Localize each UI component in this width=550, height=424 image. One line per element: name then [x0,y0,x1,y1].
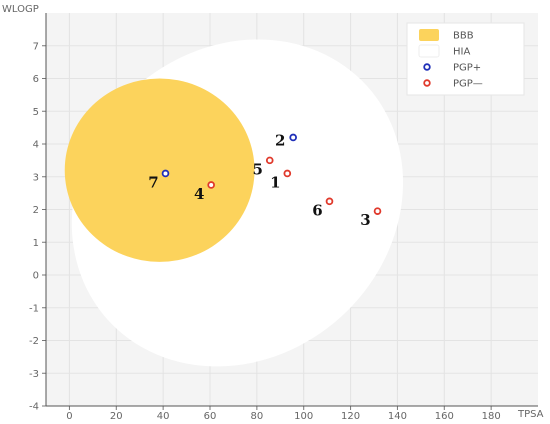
legend-label: PGP+ [453,63,481,74]
y-tick-label: 4 [33,140,39,151]
y-tick-label: -2 [29,336,39,347]
x-tick-label: 120 [341,411,360,422]
point-label: 4 [194,185,204,203]
x-tick-label: 80 [250,411,263,422]
point-marker [161,169,170,178]
y-tick-label: -1 [29,303,39,314]
regions-layer [64,39,404,367]
point-marker [283,169,292,178]
y-tick-label: 2 [33,205,39,216]
x-tick-label: 60 [204,411,217,422]
point-label: 7 [148,173,158,191]
point-label: 2 [275,131,285,149]
y-tick-label: -3 [29,369,39,380]
points-layer: 2 7 15 4 6 3 [148,131,382,229]
legend-swatch-bbb [419,29,439,41]
legend-label: HIA [453,47,470,58]
y-tick-label: 3 [33,172,39,183]
point-marker [373,207,382,215]
point-label: 1 [270,173,280,191]
y-tick-label: 1 [33,238,39,249]
y-axis-title: WLOGP [2,4,39,15]
legend-marker [423,79,431,87]
x-tick-label: 160 [435,411,454,422]
x-tick-label: 140 [388,411,407,422]
x-tick-label: 180 [482,411,501,422]
x-axis-title: TPSA [517,409,544,420]
point-marker [325,197,334,206]
legend-swatch-hia [418,44,440,58]
y-tick-label: 0 [33,271,39,282]
x-tick-label: 20 [110,411,123,422]
legend-marker [423,63,431,71]
y-tick-label: -4 [29,402,39,413]
legend-label: BBB [453,31,474,42]
x-tick-label: 0 [66,411,72,422]
point-marker [207,181,215,189]
region-bbb [64,78,255,262]
point-marker [289,133,297,142]
x-tick-label: 40 [157,411,170,422]
point-label: 3 [360,211,370,229]
legend-label: PGP— [453,79,483,90]
y-tick-label: 6 [33,74,39,85]
point-label: 5 [253,160,263,178]
point-label: 6 [312,201,322,219]
y-tick-label: 7 [33,41,39,52]
y-tick-label: 5 [33,107,39,118]
point-marker [265,156,274,165]
axes: 0 20 40 60 80 100 120 140 160 180 7 6 5 4 3 2 1 0 -1 -2 -3 -4 [29,13,538,422]
legend: BBB HIA PGP+ PGP— [406,22,525,96]
x-tick-label: 100 [294,411,313,422]
